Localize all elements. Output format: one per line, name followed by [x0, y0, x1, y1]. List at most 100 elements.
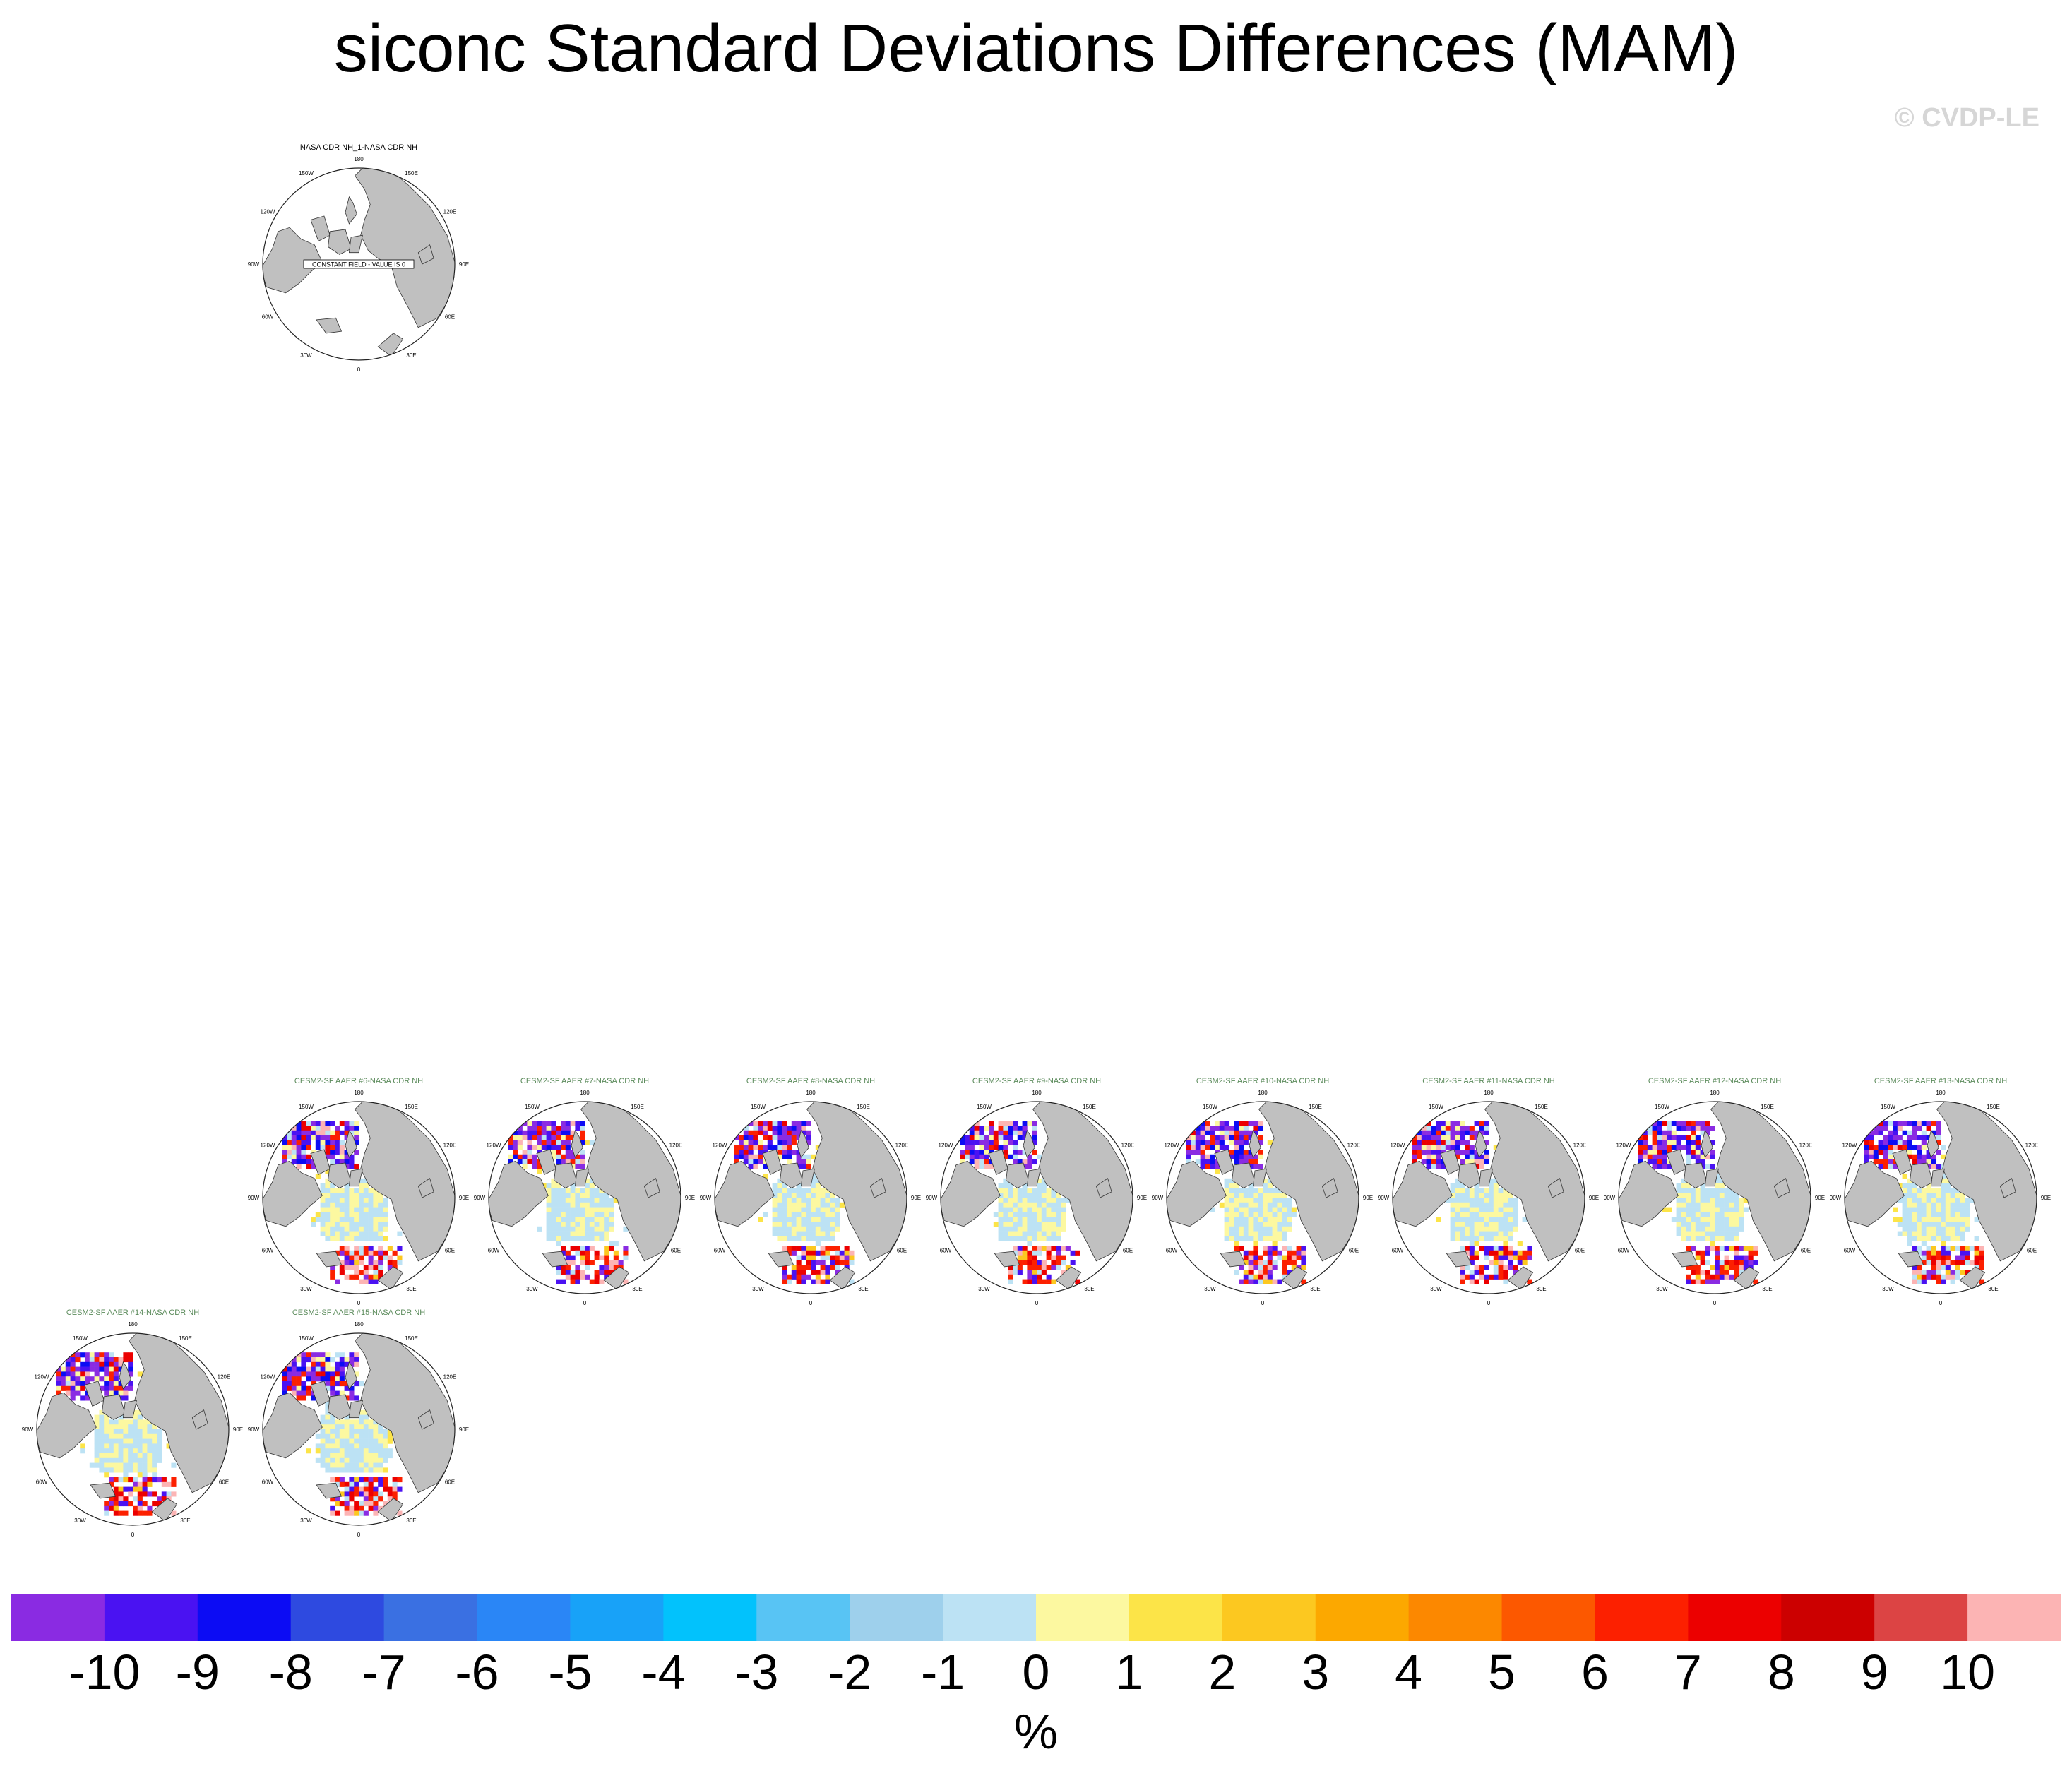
- lon-label: 30E: [406, 1286, 416, 1292]
- lon-label: 90W: [248, 261, 260, 268]
- panel-title: CESM2-SF AAER #14-NASA CDR NH: [66, 1308, 199, 1317]
- lon-label: 150W: [1881, 1104, 1895, 1110]
- lon-label: 90E: [1137, 1195, 1147, 1201]
- lon-label: 120E: [1121, 1143, 1135, 1149]
- map-panel: CESM2-SF AAER #12-NASA CDR NH 180 150E 120E…: [1604, 1077, 1825, 1306]
- lon-label: 90W: [926, 1195, 938, 1201]
- lon-label: 150W: [1655, 1104, 1669, 1110]
- lon-label: 60E: [897, 1248, 907, 1254]
- lon-label: 0: [1035, 1300, 1039, 1306]
- lon-label: 0: [357, 1532, 361, 1538]
- colorbar-tick-label: -5: [548, 1645, 592, 1700]
- lon-label: 120W: [939, 1143, 953, 1149]
- colorbar-box: [1874, 1594, 1968, 1641]
- lon-label: 120E: [669, 1143, 683, 1149]
- lon-label: 120E: [443, 209, 457, 215]
- lon-label: 150W: [1203, 1104, 1217, 1110]
- lon-label: 120E: [1347, 1143, 1361, 1149]
- colorbar-tick-label: -3: [734, 1645, 778, 1700]
- lon-label: 90E: [1363, 1195, 1373, 1201]
- colorbar-box: [477, 1594, 571, 1641]
- panel-title: CESM2-SF AAER #12-NASA CDR NH: [1648, 1077, 1781, 1085]
- colorbar-tick-label: 6: [1581, 1645, 1609, 1700]
- lon-label: 180: [1032, 1090, 1042, 1096]
- lon-label: 150E: [631, 1104, 644, 1110]
- lon-label: 120W: [1616, 1143, 1631, 1149]
- lon-label: 90E: [459, 1195, 469, 1201]
- colorbar-tick-label: 1: [1115, 1645, 1143, 1700]
- lon-label: 150E: [405, 170, 418, 177]
- lon-label: 120W: [1391, 1143, 1405, 1149]
- lon-label: 120E: [218, 1374, 231, 1381]
- lon-label: 90E: [911, 1195, 921, 1201]
- lon-label: 90E: [685, 1195, 695, 1201]
- lon-label: 90E: [1815, 1195, 1825, 1201]
- lon-label: 150E: [1309, 1104, 1322, 1110]
- lon-label: 0: [1487, 1300, 1491, 1306]
- panel-title: CESM2-SF AAER #6-NASA CDR NH: [294, 1077, 423, 1085]
- colorbar-tick-label: -10: [69, 1645, 140, 1700]
- colorbar-tick-label: 4: [1395, 1645, 1422, 1700]
- map-panel: CESM2-SF AAER #7-NASA CDR NH 180 150E 120E 9…: [474, 1077, 695, 1306]
- colorbar-box: [1501, 1594, 1595, 1641]
- panel-title: CESM2-SF AAER #9-NASA CDR NH: [972, 1077, 1101, 1085]
- lon-label: 180: [580, 1090, 590, 1096]
- colorbar-tick-label: 2: [1208, 1645, 1236, 1700]
- colorbar-tick-label: -8: [269, 1645, 313, 1700]
- panel-title: CESM2-SF AAER #8-NASA CDR NH: [746, 1077, 875, 1085]
- lon-label: 90E: [2041, 1195, 2051, 1201]
- lon-label: 30E: [406, 352, 416, 359]
- lon-label: 150E: [179, 1335, 192, 1342]
- lon-label: 180: [806, 1090, 816, 1096]
- lon-label: 30W: [1204, 1286, 1216, 1292]
- lon-label: 150W: [299, 170, 314, 177]
- lon-label: 180: [354, 1321, 364, 1328]
- panel-title: NASA CDR NH_1-NASA CDR NH: [300, 143, 417, 152]
- lon-label: 180: [1710, 1090, 1720, 1096]
- colorbar-box: [570, 1594, 664, 1641]
- lon-label: 150E: [1761, 1104, 1774, 1110]
- lon-label: 90W: [248, 1426, 260, 1433]
- lon-label: 180: [1258, 1090, 1268, 1096]
- lon-label: 150E: [1083, 1104, 1096, 1110]
- lon-label: 60W: [1618, 1248, 1630, 1254]
- lon-label: 90W: [1604, 1195, 1616, 1201]
- lon-label: 0: [1261, 1300, 1265, 1306]
- lon-label: 90W: [22, 1426, 34, 1433]
- panel-title: CESM2-SF AAER #10-NASA CDR NH: [1196, 1077, 1329, 1085]
- colorbar-box: [1315, 1594, 1410, 1641]
- lon-label: 60E: [445, 1479, 455, 1486]
- lon-label: 150W: [525, 1104, 540, 1110]
- lon-label: 120W: [713, 1143, 727, 1149]
- lon-label: 90E: [233, 1426, 243, 1433]
- lon-label: 30E: [1084, 1286, 1094, 1292]
- colorbar: -10 -9 -8 -7 -6 -5 -4 -3 -2 -1 0 1 2 3 4 5 6 7 8 9 10%: [11, 1594, 2061, 1759]
- lon-label: 60E: [1801, 1248, 1811, 1254]
- colorbar-box: [290, 1594, 385, 1641]
- map-panel: CESM2-SF AAER #9-NASA CDR NH 180 150E 120E 9…: [926, 1077, 1147, 1306]
- lon-label: 60E: [1349, 1248, 1359, 1254]
- lon-label: 60W: [488, 1248, 500, 1254]
- lon-label: 90W: [474, 1195, 486, 1201]
- lon-label: 150W: [1429, 1104, 1443, 1110]
- colorbar-box: [197, 1594, 292, 1641]
- lon-label: 60E: [445, 1248, 455, 1254]
- lon-label: 30W: [526, 1286, 538, 1292]
- lon-label: 150W: [299, 1104, 314, 1110]
- lon-label: 150E: [405, 1104, 418, 1110]
- colorbar-unit-label: %: [1014, 1704, 1058, 1759]
- lon-label: 150W: [977, 1104, 992, 1110]
- colorbar-box: [104, 1594, 198, 1641]
- lon-label: 0: [131, 1532, 135, 1538]
- colorbar-box: [663, 1594, 757, 1641]
- lon-label: 0: [1713, 1300, 1717, 1306]
- lon-label: 180: [1936, 1090, 1946, 1096]
- lon-label: 150W: [751, 1104, 766, 1110]
- colorbar-box: [1781, 1594, 1875, 1641]
- lon-label: 0: [583, 1300, 587, 1306]
- lon-label: 120E: [443, 1143, 457, 1149]
- map-panel: NASA CDR NH_1-NASA CDR NH CONSTANT FIELD …: [248, 143, 469, 373]
- map-panel: CESM2-SF AAER #6-NASA CDR NH 180 150E 120E 9…: [248, 1077, 469, 1306]
- colorbar-tick-label: -6: [455, 1645, 499, 1700]
- lon-label: 60W: [36, 1479, 48, 1486]
